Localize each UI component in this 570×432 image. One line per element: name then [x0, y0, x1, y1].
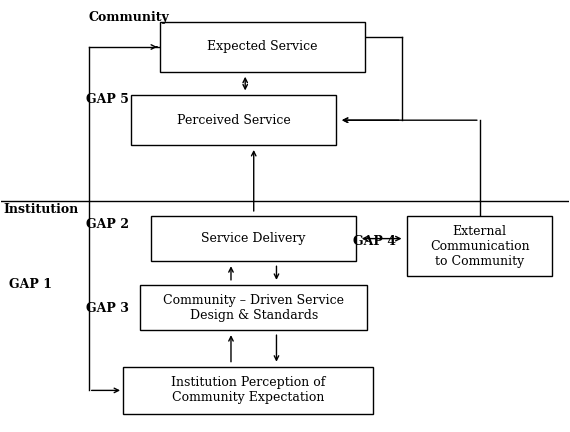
Text: Community – Driven Service
Design & Standards: Community – Driven Service Design & Stan…: [163, 293, 344, 321]
Text: External
Communication
to Community: External Communication to Community: [430, 225, 530, 268]
FancyBboxPatch shape: [152, 216, 356, 261]
FancyBboxPatch shape: [160, 22, 365, 72]
Text: GAP 1: GAP 1: [9, 278, 52, 292]
Text: Service Delivery: Service Delivery: [201, 232, 306, 245]
Text: GAP 5: GAP 5: [86, 93, 129, 106]
Text: Community: Community: [89, 11, 170, 25]
FancyBboxPatch shape: [140, 285, 368, 330]
Text: Institution Perception of
Community Expectation: Institution Perception of Community Expe…: [171, 376, 325, 404]
Text: GAP 2: GAP 2: [86, 218, 129, 231]
Text: Perceived Service: Perceived Service: [177, 114, 291, 127]
FancyBboxPatch shape: [123, 367, 373, 414]
FancyBboxPatch shape: [407, 216, 552, 276]
Text: GAP 3: GAP 3: [86, 302, 129, 315]
Text: Institution: Institution: [3, 203, 79, 216]
Text: Expected Service: Expected Service: [207, 41, 317, 54]
Text: GAP 4: GAP 4: [353, 235, 396, 248]
FancyBboxPatch shape: [132, 95, 336, 145]
